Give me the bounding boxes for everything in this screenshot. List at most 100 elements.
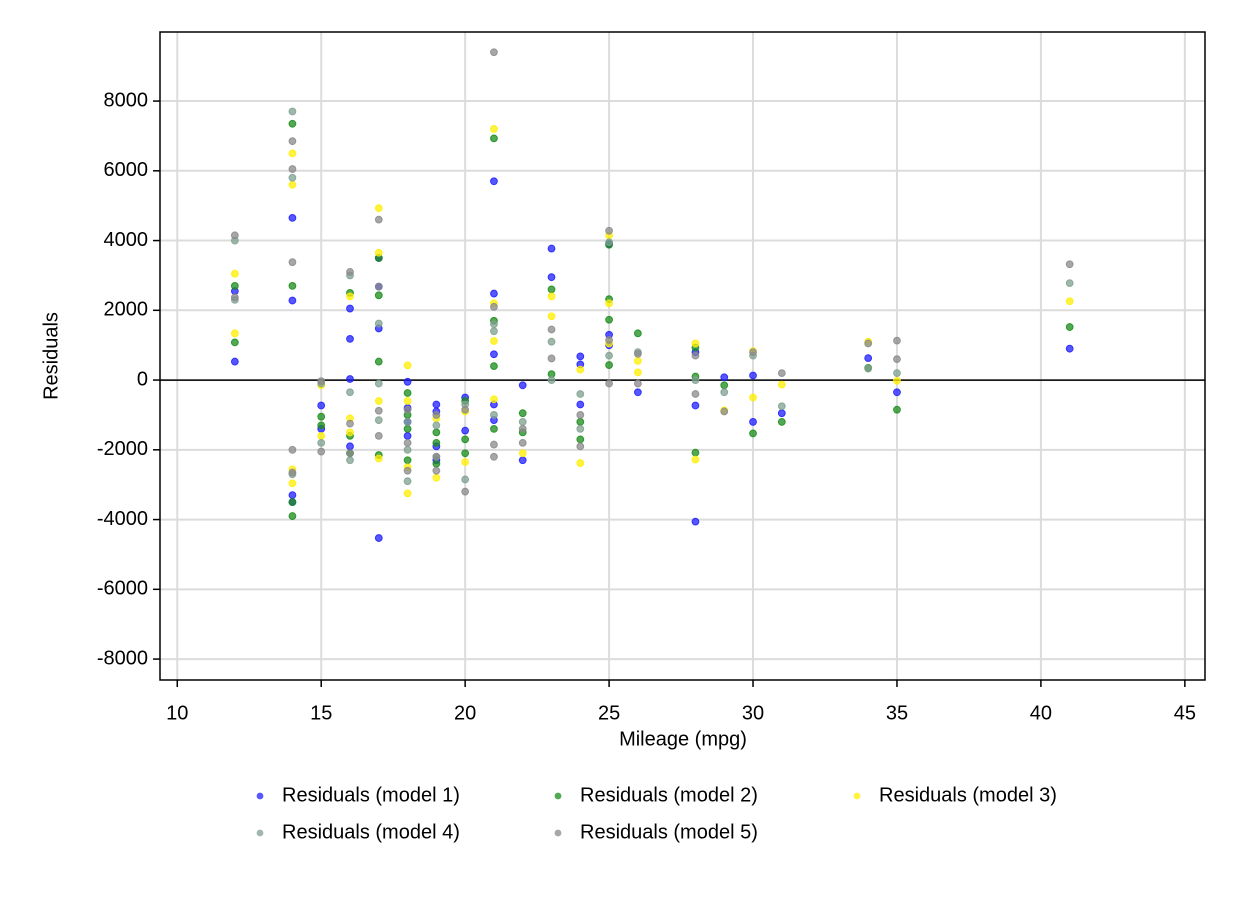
point [403, 418, 412, 426]
point [749, 418, 757, 426]
point [777, 402, 786, 411]
point [374, 319, 383, 328]
point [893, 388, 901, 397]
point [720, 373, 729, 382]
point [288, 468, 297, 477]
point [403, 361, 412, 370]
point [432, 473, 441, 482]
x-tick-label: 10 [166, 702, 188, 724]
point [403, 438, 412, 447]
point [490, 350, 498, 359]
point [691, 376, 700, 384]
point [576, 459, 585, 467]
point [518, 409, 527, 418]
point [547, 244, 556, 253]
point [749, 429, 757, 438]
point [288, 445, 297, 454]
point [461, 458, 470, 466]
point [403, 377, 412, 386]
point [346, 449, 354, 458]
plot-frame [159, 31, 1206, 681]
point [461, 475, 470, 484]
point [374, 379, 383, 388]
point [547, 273, 556, 282]
point [461, 426, 470, 435]
point [346, 428, 354, 437]
point [576, 418, 585, 426]
point [374, 282, 383, 291]
legend-label: Residuals (model 2) [580, 784, 758, 806]
point [288, 107, 297, 116]
y-tick-label: -6000 [97, 578, 148, 600]
point [547, 312, 556, 321]
point [403, 489, 412, 498]
point [893, 369, 901, 377]
point [605, 361, 613, 369]
legend-marker [554, 829, 562, 837]
legend: Residuals (model 1) Residuals (model 2) Re… [256, 784, 1057, 843]
point [490, 177, 498, 186]
legend-label: Residuals (model 5) [580, 821, 758, 843]
point [1065, 323, 1074, 331]
point [576, 352, 585, 361]
point [346, 375, 354, 383]
point [288, 512, 297, 520]
point [230, 338, 239, 347]
point [374, 204, 383, 213]
point [346, 388, 354, 397]
point [605, 238, 613, 247]
point [403, 405, 412, 414]
point [490, 302, 498, 311]
point [547, 337, 556, 346]
point [317, 431, 326, 440]
point [461, 435, 470, 444]
point [288, 149, 297, 158]
point [893, 376, 901, 385]
point [374, 416, 383, 425]
x-tick-label: 35 [886, 702, 908, 724]
point [691, 390, 700, 398]
point [893, 405, 901, 414]
point [432, 400, 441, 409]
point [605, 299, 613, 308]
point [605, 379, 613, 388]
point [288, 479, 297, 488]
point [547, 376, 556, 384]
point [864, 354, 873, 362]
point [633, 350, 642, 358]
point [633, 388, 642, 397]
point [374, 431, 383, 440]
point [605, 226, 613, 235]
point [490, 452, 498, 461]
point [547, 292, 556, 301]
y-tick-label: 8000 [104, 89, 149, 111]
point [317, 377, 326, 386]
point [230, 269, 239, 278]
point [633, 368, 642, 377]
point [490, 362, 498, 371]
point [1065, 297, 1074, 306]
x-tick-label: 15 [310, 702, 332, 724]
point [576, 424, 585, 433]
point [576, 365, 585, 374]
point [317, 401, 326, 410]
legend-marker [256, 792, 264, 800]
point [432, 438, 441, 447]
point [749, 371, 757, 380]
point [720, 407, 729, 416]
point [230, 231, 239, 240]
point [490, 320, 498, 329]
point [346, 335, 354, 343]
point [374, 534, 383, 542]
point [288, 258, 297, 267]
point [518, 418, 527, 426]
point [346, 456, 354, 465]
point [691, 455, 700, 464]
point [317, 447, 326, 456]
point [777, 369, 786, 377]
point [547, 354, 556, 363]
point [518, 381, 527, 390]
point [691, 448, 700, 457]
point [374, 397, 383, 405]
point [288, 173, 297, 182]
